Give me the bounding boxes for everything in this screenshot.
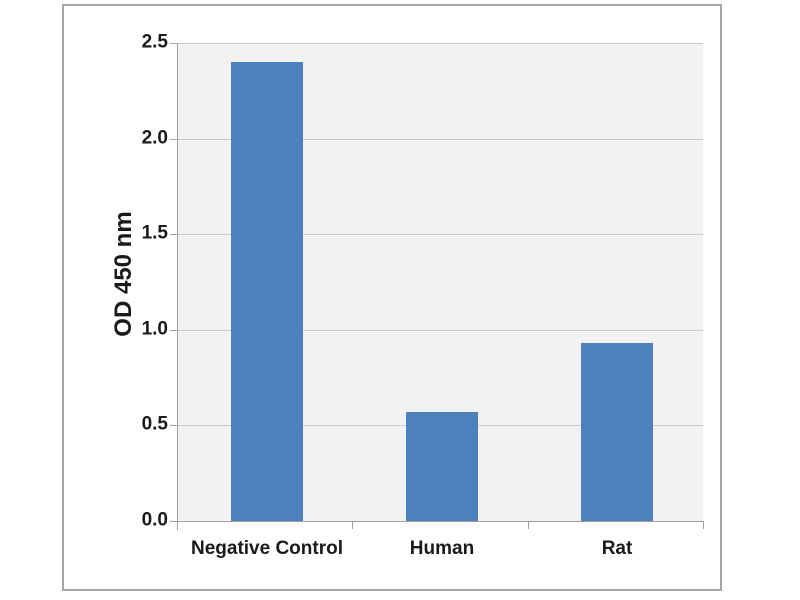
y-tick-label: 2.0 xyxy=(141,127,168,149)
x-boundary-tick xyxy=(352,521,353,529)
y-tick-mark xyxy=(170,43,177,44)
gridline xyxy=(177,330,703,331)
bar-rat xyxy=(581,343,653,521)
x-category-label: Negative Control xyxy=(190,538,344,559)
y-tick-mark xyxy=(170,234,177,235)
y-tick-mark xyxy=(170,425,177,426)
bar-negative-control xyxy=(231,62,303,521)
x-boundary-tick xyxy=(528,521,529,529)
x-boundary-tick xyxy=(177,521,178,529)
x-category-label: Rat xyxy=(601,538,633,559)
y-tick-mark xyxy=(170,139,177,140)
x-boundary-tick xyxy=(703,521,704,529)
y-axis-line xyxy=(177,43,178,530)
x-axis-line xyxy=(170,521,703,522)
y-tick-label: 1.0 xyxy=(141,318,168,340)
x-category-label: Human xyxy=(409,538,475,559)
y-tick-label: 1.5 xyxy=(141,222,168,244)
gridline xyxy=(177,234,703,235)
y-tick-label: 0.5 xyxy=(141,413,168,435)
gridline xyxy=(177,139,703,140)
y-tick-label: 0.0 xyxy=(141,509,168,531)
bar-human xyxy=(406,412,478,521)
y-tick-mark xyxy=(170,330,177,331)
y-tick-label: 2.5 xyxy=(141,31,168,53)
gridline xyxy=(177,43,703,44)
